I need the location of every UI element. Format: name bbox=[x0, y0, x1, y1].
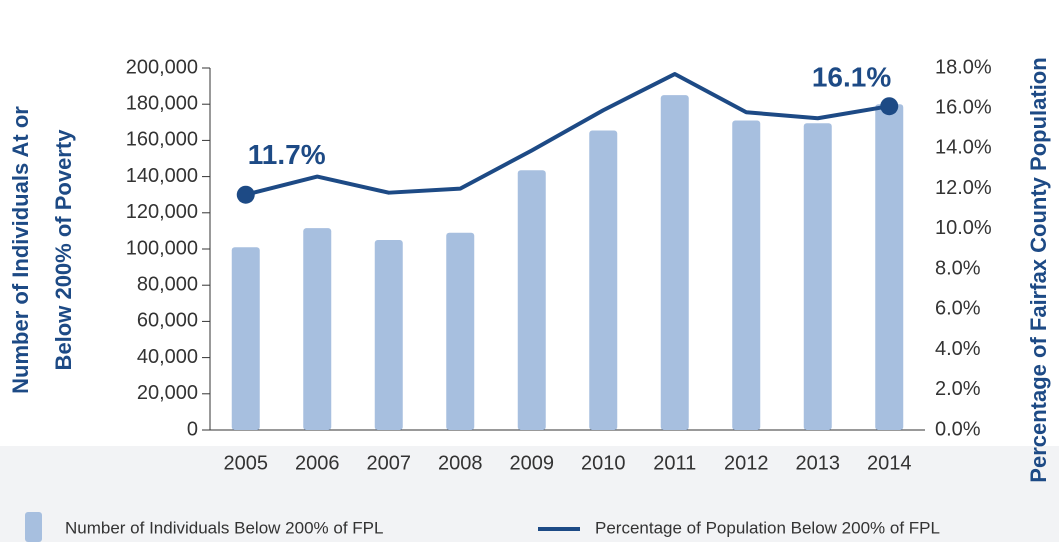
y-axis-title: Below 200% of Poverty bbox=[51, 129, 76, 371]
bar bbox=[446, 232, 475, 430]
line bbox=[245, 72, 890, 197]
data-label: 16.1% bbox=[812, 62, 891, 93]
x-tick-label: 2007 bbox=[367, 452, 412, 474]
bar bbox=[803, 123, 832, 430]
bar bbox=[231, 247, 260, 430]
x-tick-label: 2010 bbox=[581, 452, 626, 474]
x-tick-label: 2013 bbox=[796, 452, 841, 474]
y2-tick-label: 12.0% bbox=[935, 177, 992, 199]
y-tick-label: 160,000 bbox=[126, 129, 198, 151]
point bbox=[236, 185, 255, 204]
y-tick-label: 20,000 bbox=[137, 382, 198, 404]
legend-swatch bbox=[25, 512, 42, 542]
bar bbox=[374, 239, 403, 430]
point bbox=[880, 97, 899, 116]
bar bbox=[303, 228, 332, 430]
y2-tick-label: 8.0% bbox=[935, 257, 981, 279]
y2-tick-label: 4.0% bbox=[935, 338, 981, 360]
bar bbox=[875, 104, 904, 430]
legend-label: Percentage of Population Below 200% of F… bbox=[595, 518, 940, 537]
x-tick-label: 2006 bbox=[295, 452, 340, 474]
y2-tick-label: 18.0% bbox=[935, 56, 992, 78]
y2-tick-label: 10.0% bbox=[935, 217, 992, 239]
bar bbox=[732, 120, 761, 431]
y-tick-label: 60,000 bbox=[137, 310, 198, 332]
x-tick-label: 2012 bbox=[724, 452, 769, 474]
x-tick-label: 2009 bbox=[510, 452, 555, 474]
legend-label: Number of Individuals Below 200% of FPL bbox=[65, 518, 383, 537]
x-tick-label: 2011 bbox=[653, 452, 696, 474]
y-tick-label: 140,000 bbox=[126, 165, 198, 187]
legend-background bbox=[0, 446, 1059, 542]
y2-tick-label: 16.0% bbox=[935, 97, 992, 119]
bar bbox=[660, 95, 689, 431]
y-tick-label: 40,000 bbox=[137, 346, 198, 368]
y-tick-label: 200,000 bbox=[126, 56, 198, 78]
y2-tick-label: 6.0% bbox=[935, 298, 981, 320]
y-tick-label: 80,000 bbox=[137, 273, 198, 295]
y2-tick-label: 0.0% bbox=[935, 418, 981, 440]
data-label: 11.7% bbox=[248, 139, 326, 170]
bar bbox=[589, 130, 618, 430]
x-tick-label: 2005 bbox=[224, 452, 269, 474]
y2-tick-label: 14.0% bbox=[935, 137, 992, 159]
y-tick-label: 100,000 bbox=[126, 237, 198, 259]
y-tick-label: 180,000 bbox=[126, 92, 198, 114]
y2-axis-title: Percentage of Fairfax County Population bbox=[1026, 57, 1051, 482]
y-tick-label: 0 bbox=[187, 418, 198, 440]
x-tick-label: 2008 bbox=[438, 452, 483, 474]
bar bbox=[517, 170, 546, 430]
y2-tick-label: 2.0% bbox=[935, 378, 981, 400]
x-tick-label: 2014 bbox=[867, 452, 912, 474]
y-tick-label: 120,000 bbox=[126, 201, 198, 223]
y-axis-title: Number of Individuals At or bbox=[8, 106, 33, 394]
